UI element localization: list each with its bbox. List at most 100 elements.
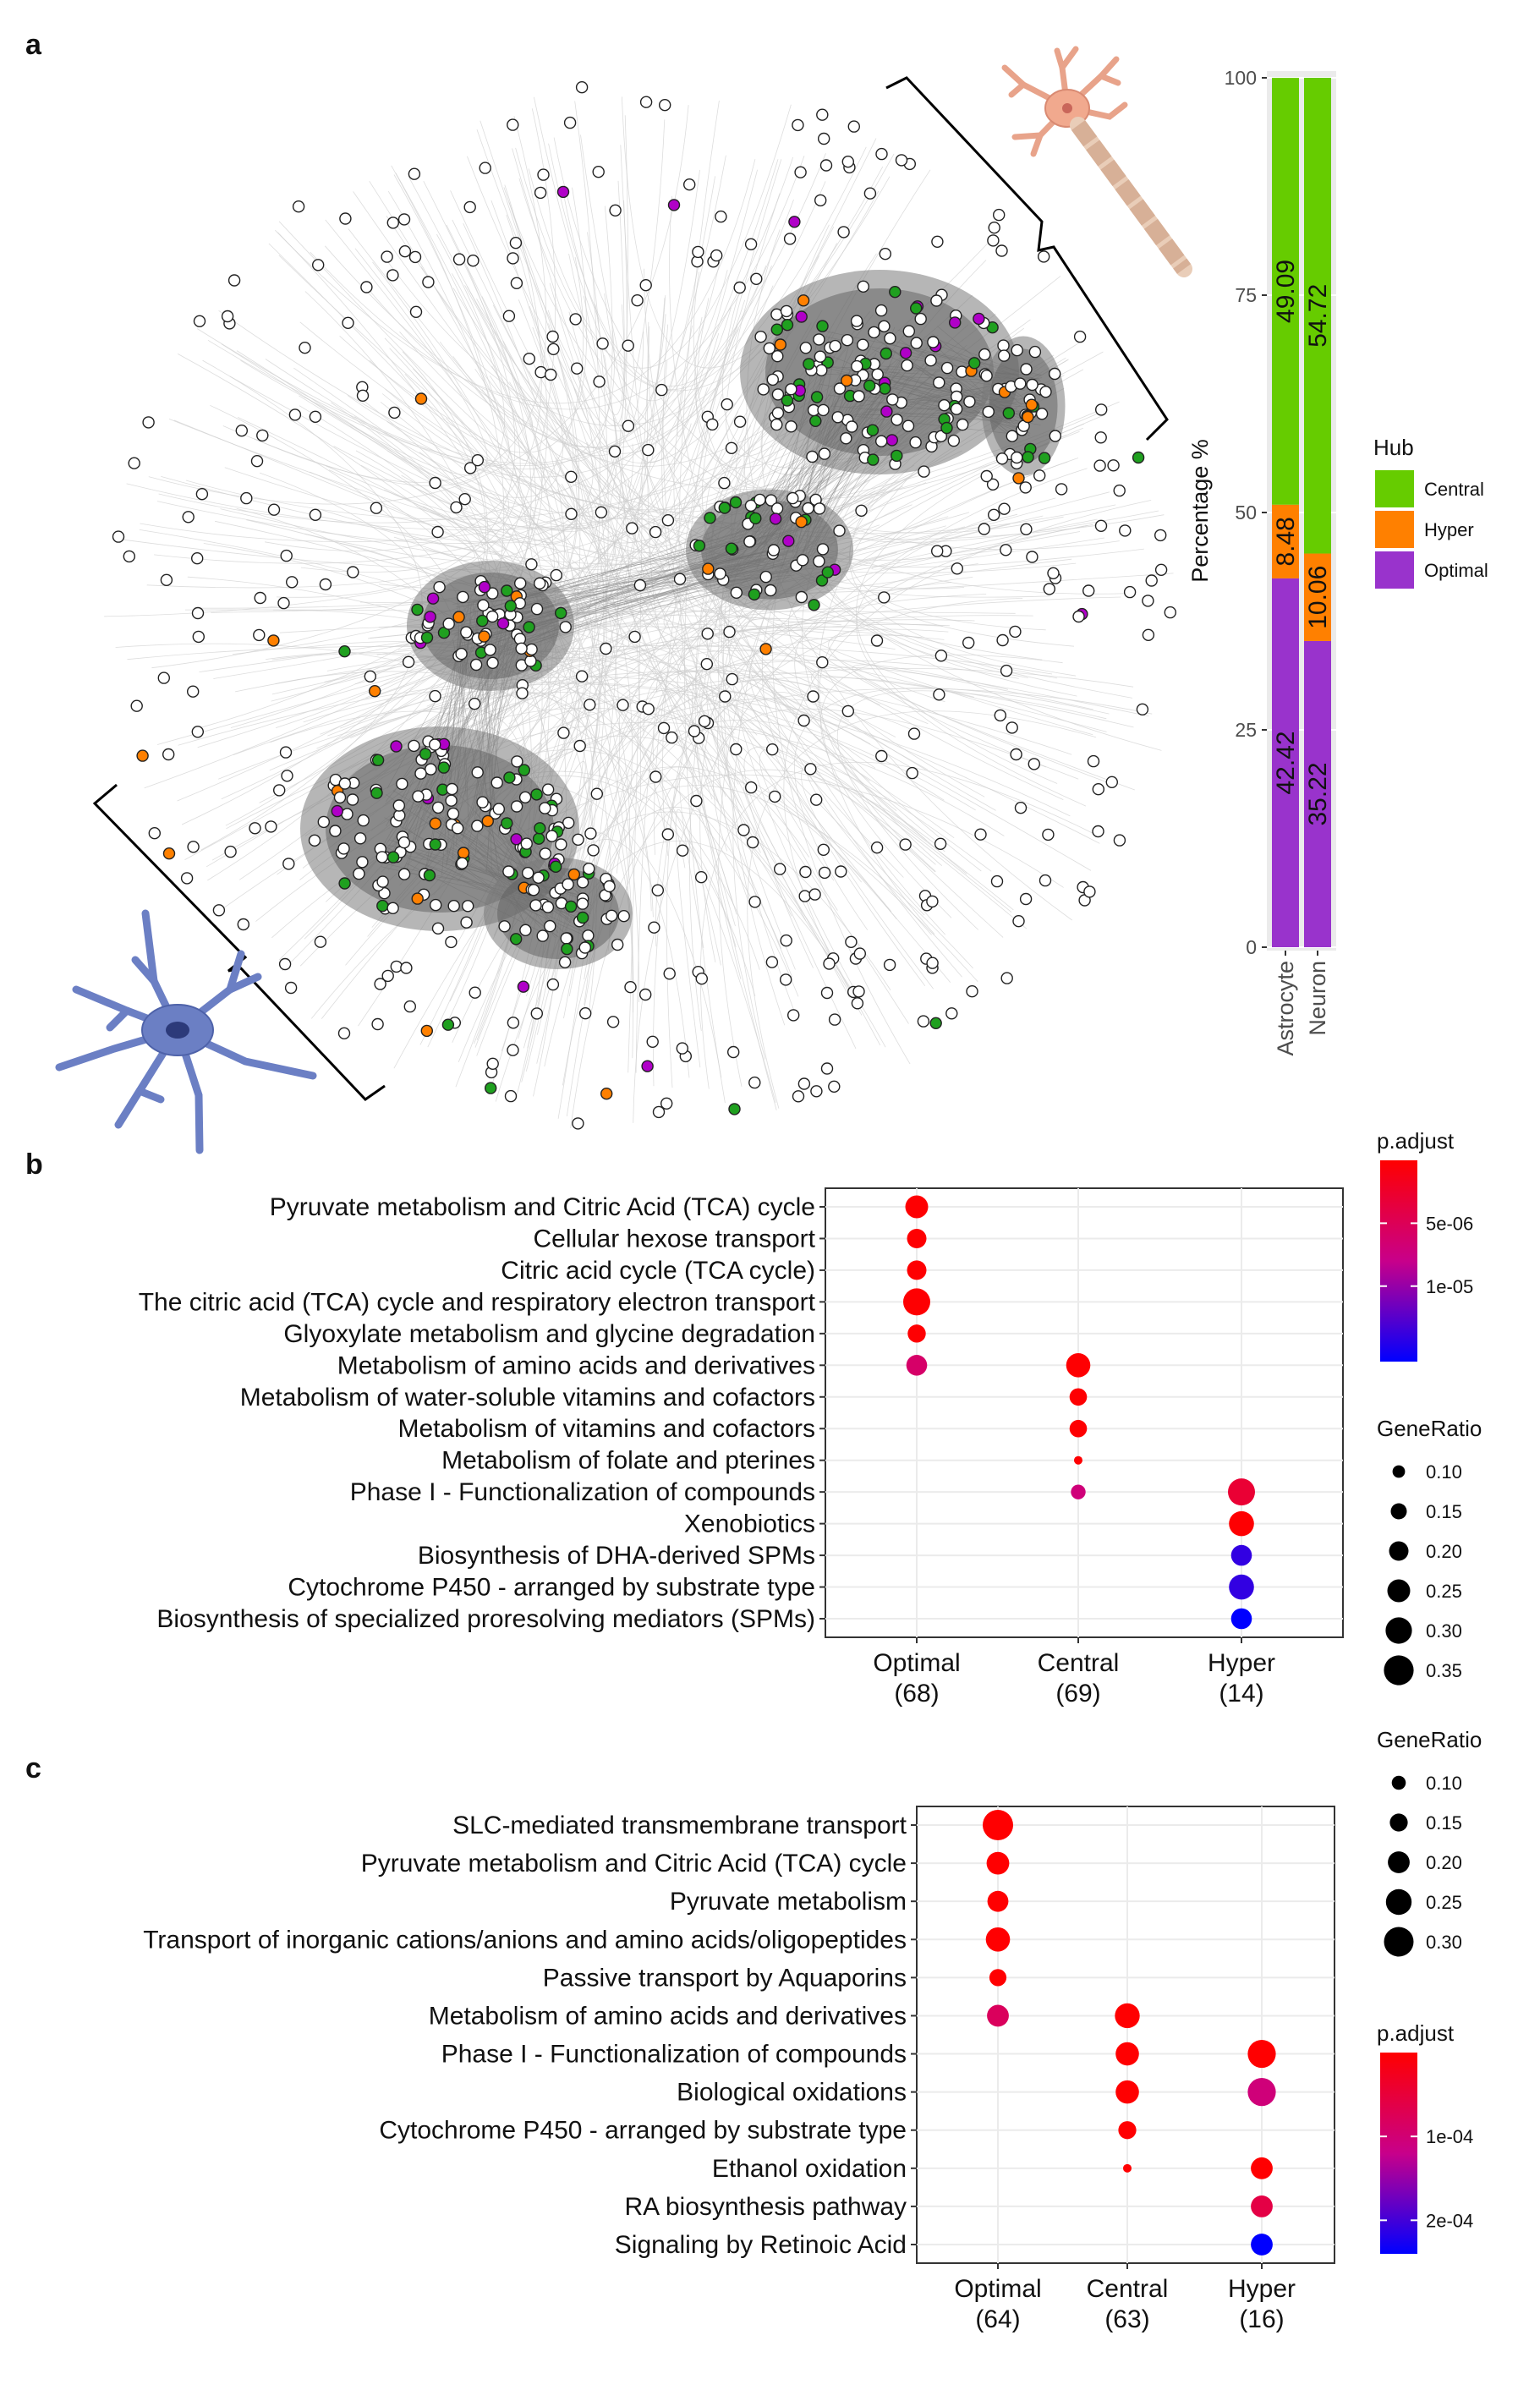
generatio-legend-dot — [1389, 1813, 1408, 1832]
network-node — [282, 858, 295, 870]
network-node — [927, 336, 940, 348]
network-node — [870, 841, 884, 854]
network-node — [641, 1060, 654, 1072]
network-node — [572, 833, 584, 846]
network-node — [891, 414, 903, 426]
network-node — [496, 617, 510, 630]
network-edges — [104, 96, 1174, 1128]
network-node — [1037, 250, 1050, 263]
network-edge — [229, 375, 593, 532]
network-node — [587, 844, 600, 857]
dotplot-point — [985, 1927, 1011, 1952]
network-node — [930, 545, 944, 557]
network-node — [1073, 330, 1087, 343]
network-node — [1142, 595, 1154, 607]
network-node — [1083, 885, 1096, 898]
bar-y-tick-label: 0 — [1246, 936, 1257, 958]
network-node — [142, 416, 155, 429]
network-node — [639, 279, 652, 292]
network-node — [430, 898, 442, 912]
network-node — [701, 628, 714, 640]
network-node — [996, 633, 1009, 647]
network-edge — [348, 228, 639, 543]
dotplot-panel — [825, 1187, 1344, 1638]
network-node — [995, 452, 1009, 465]
network-node — [227, 274, 241, 287]
network-node — [962, 636, 975, 650]
network-node — [816, 543, 830, 556]
network-node — [802, 502, 814, 515]
network-node — [376, 875, 389, 888]
network-node — [992, 208, 1006, 222]
network-node — [446, 782, 458, 796]
network-node — [437, 761, 450, 774]
network-node — [931, 235, 944, 248]
network-node — [763, 342, 775, 355]
network-node — [868, 326, 880, 339]
network-node — [725, 542, 738, 555]
network-node — [692, 245, 704, 259]
network-node — [136, 749, 149, 762]
network-node — [510, 800, 523, 813]
network-node — [1048, 367, 1061, 381]
enrichment-dotplot-c: SLC-mediated transmembrane transport Pyru… — [143, 1727, 1482, 2333]
network-node — [523, 621, 535, 633]
network-node — [1026, 551, 1039, 563]
bar-y-tick-label: 25 — [1235, 719, 1257, 741]
network-edge — [591, 326, 650, 710]
generatio-legend-label: 0.25 — [1426, 1581, 1462, 1602]
generatio-legend-label: 0.30 — [1426, 1932, 1462, 1953]
network-node — [813, 502, 826, 515]
network-node — [224, 845, 237, 858]
network-node — [237, 918, 249, 931]
network-node — [509, 237, 523, 249]
dotplot-point — [1247, 2039, 1276, 2069]
network-node — [547, 343, 560, 355]
network-node — [814, 350, 827, 363]
network-node — [462, 900, 474, 913]
network-node — [1035, 408, 1049, 420]
network-node — [429, 838, 441, 851]
dotplot-point — [907, 1228, 927, 1248]
network-edge — [329, 647, 745, 770]
network-node — [926, 895, 939, 908]
network-node — [704, 512, 716, 524]
network-node — [880, 347, 893, 360]
network-node — [980, 370, 993, 382]
network-node — [845, 935, 858, 949]
network-node — [485, 1082, 497, 1094]
dotplot-term-label: Cytochrome P450 - arranged by substrate … — [288, 1574, 815, 1602]
network-node — [639, 96, 653, 108]
network-node — [195, 488, 209, 501]
network-node — [994, 709, 1007, 722]
network-node — [757, 383, 770, 396]
network-node — [515, 642, 528, 655]
network-node — [1011, 451, 1023, 464]
bar-x-ticks: Astrocyte Neuron — [1273, 951, 1330, 1056]
network-node — [852, 985, 865, 998]
network-node — [583, 862, 595, 875]
network-node — [190, 552, 204, 565]
network-node — [934, 430, 948, 442]
network-edge — [666, 691, 771, 1088]
dotplot-point — [987, 2004, 1009, 2027]
network-node — [564, 900, 578, 913]
network-node — [518, 791, 532, 803]
network-node — [560, 932, 573, 945]
network-node — [706, 418, 719, 431]
network-node — [660, 1097, 673, 1110]
dotplot-term-label: Metabolism of water-soluble vitamins and… — [240, 1384, 815, 1412]
network-node — [950, 403, 963, 415]
dotplot-point — [907, 1324, 926, 1343]
network-node — [537, 168, 550, 181]
hub-legend-swatch — [1375, 551, 1414, 589]
network-node — [532, 871, 545, 885]
network-edge — [699, 688, 782, 785]
network-node — [940, 361, 954, 375]
network-node — [967, 357, 981, 370]
network-node — [649, 525, 662, 539]
network-node — [606, 1016, 620, 1028]
network-node — [771, 407, 785, 419]
network-node — [555, 838, 567, 851]
network-edge — [699, 474, 913, 962]
